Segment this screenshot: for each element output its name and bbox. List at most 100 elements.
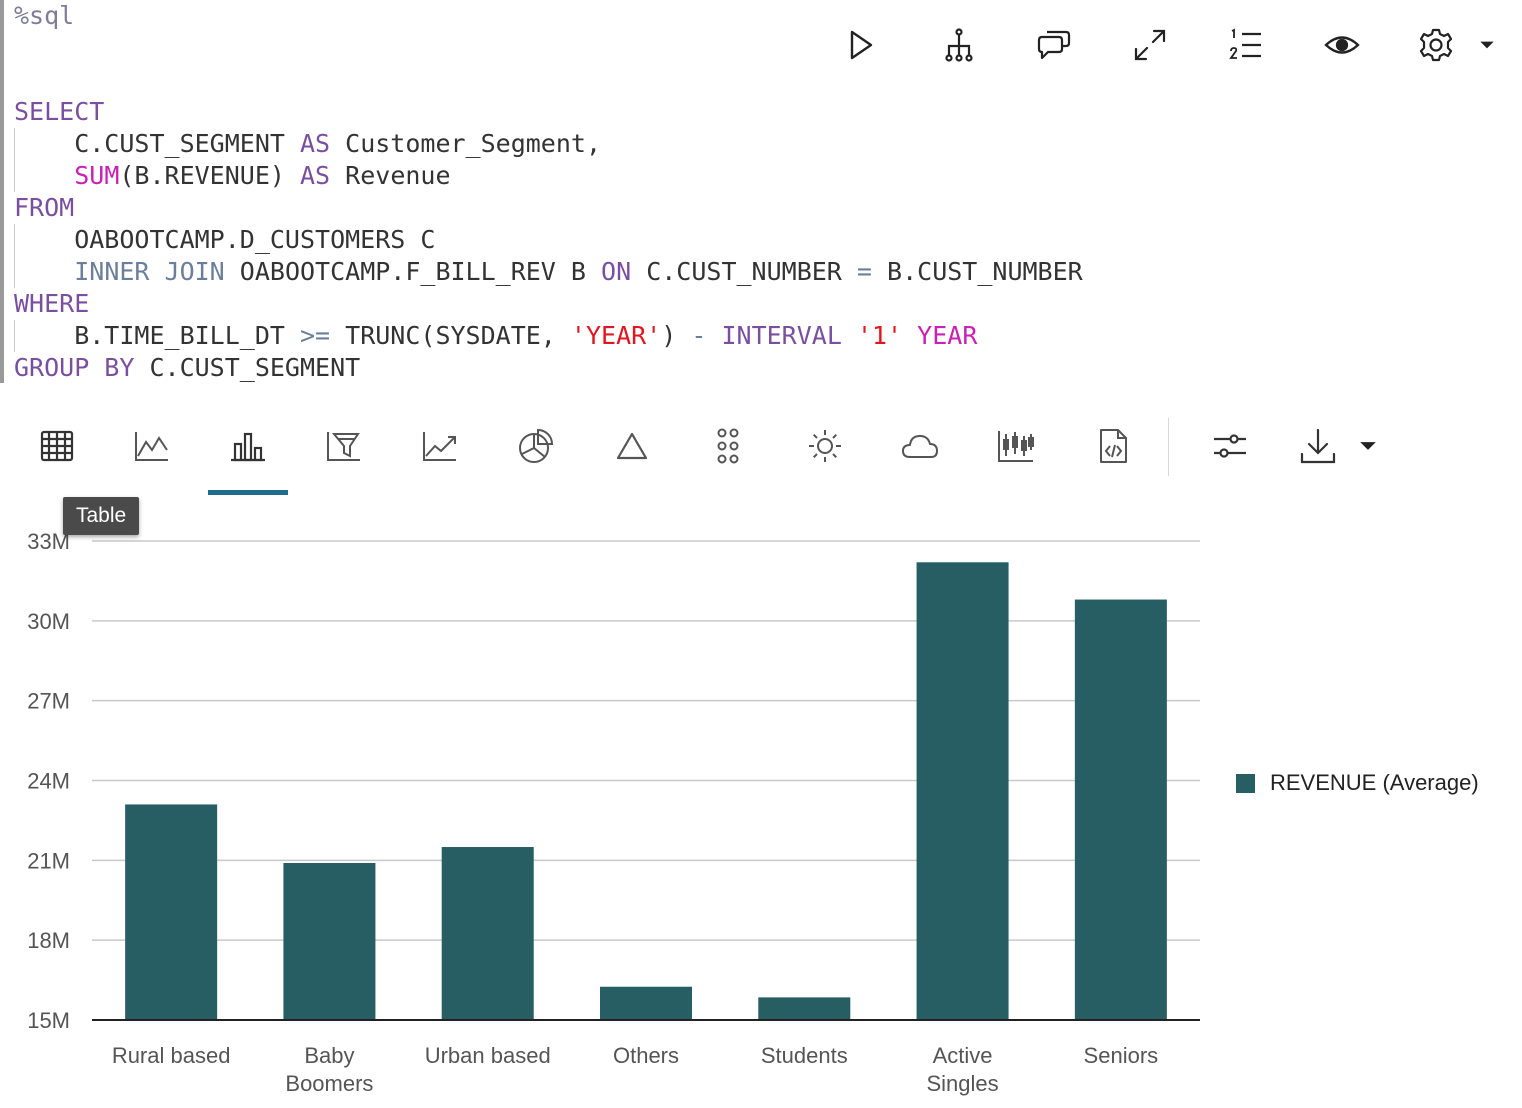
indent-guide — [14, 320, 15, 352]
x-tick-label: Baby — [304, 1043, 354, 1068]
code-line: OABOOTCAMP.D_CUSTOMERS C — [14, 224, 1083, 256]
code-token: FROM — [14, 193, 75, 222]
run-button[interactable] — [836, 20, 886, 70]
code-token: Revenue — [330, 161, 451, 190]
run-icon — [850, 30, 873, 60]
code-token: AS — [300, 161, 331, 190]
code-file-icon — [1100, 429, 1127, 463]
line-numbers-button[interactable] — [1221, 20, 1271, 70]
code-line: SELECT — [14, 96, 1083, 128]
line-chart-button[interactable] — [124, 420, 180, 472]
scatter-chart-button[interactable] — [700, 420, 756, 472]
code-line: WHERE — [14, 288, 1083, 320]
x-tick-label: Active — [933, 1043, 993, 1068]
custom-viz-button[interactable] — [1085, 420, 1141, 472]
bar[interactable] — [758, 997, 851, 1020]
code-token: YEAR — [917, 321, 978, 350]
code-token: 'YEAR' — [570, 321, 662, 350]
sql-code-editor[interactable]: %sql​​SELECT C.CUST_SEGMENT AS Customer_… — [14, 0, 1083, 384]
code-token: (B.REVENUE) — [119, 161, 300, 190]
code-token: WHERE — [14, 289, 90, 318]
code-token: SELECT — [14, 97, 105, 126]
bar[interactable] — [125, 804, 218, 1020]
stock-chart-button[interactable] — [988, 420, 1044, 472]
code-token: OABOOTCAMP.F_BILL_REV B — [224, 257, 602, 286]
code-token: %sql — [14, 1, 75, 30]
code-line: FROM — [14, 192, 1083, 224]
comments-icon — [1037, 30, 1071, 60]
bar-chart-icon — [231, 432, 265, 462]
code-token: SUM — [74, 161, 120, 190]
download-button[interactable] — [1290, 420, 1346, 472]
code-token: ) — [661, 321, 692, 350]
dropdown-caret-icon — [1360, 442, 1376, 450]
chart-settings-button[interactable] — [1202, 420, 1258, 472]
triangle-chart-button[interactable] — [604, 420, 660, 472]
cloud-chart-button[interactable] — [892, 420, 948, 472]
code-line: B.TIME_BILL_DT >= TRUNC(SYSDATE, 'YEAR')… — [14, 320, 1083, 352]
active-tab-indicator — [208, 490, 288, 495]
legend-label[interactable]: REVENUE (Average) — [1270, 770, 1479, 795]
settings-button[interactable] — [1411, 20, 1461, 70]
comments-button[interactable] — [1028, 20, 1078, 70]
chart-legend: REVENUE (Average) — [1236, 770, 1479, 796]
x-tick-label: Singles — [926, 1071, 998, 1096]
bar[interactable] — [283, 862, 376, 1020]
area-chart-button[interactable] — [412, 420, 468, 472]
code-token: '1' — [856, 321, 903, 350]
bar[interactable] — [441, 847, 534, 1020]
indent-guide — [14, 128, 15, 160]
code-token: GROUP BY — [14, 353, 135, 382]
download-dropdown-button[interactable] — [1344, 420, 1392, 472]
y-tick-label: 18M — [27, 928, 70, 953]
line-numbers-icon — [1229, 28, 1261, 59]
code-token: INNER JOIN — [74, 257, 225, 286]
sunburst-chart-button[interactable] — [797, 420, 853, 472]
dependency-button[interactable] — [934, 20, 984, 70]
x-tick-label: Students — [761, 1043, 848, 1068]
y-tick-label: 15M — [27, 1008, 70, 1033]
y-tick-label: 27M — [27, 689, 70, 714]
cloud-icon — [902, 435, 938, 458]
code-line: GROUP BY C.CUST_SEGMENT — [14, 352, 1083, 384]
code-token — [14, 257, 74, 286]
visibility-button[interactable] — [1317, 20, 1367, 70]
code-token: INTERVAL — [721, 321, 842, 350]
bar[interactable] — [1074, 599, 1167, 1020]
bar[interactable] — [916, 562, 1009, 1020]
line-chart-icon — [135, 432, 168, 461]
code-token — [706, 321, 721, 350]
code-token: B.TIME_BILL_DT — [14, 321, 300, 350]
funnel-chart-icon — [327, 432, 360, 461]
bar-chart: 15M 18M 21M 24M 27M 30M 33M Rural based Baby Boom… — [27, 529, 1200, 1096]
code-token: AS — [299, 129, 331, 158]
indent-guide — [14, 160, 15, 192]
code-token: ON — [601, 257, 632, 286]
visibility-icon — [1324, 36, 1360, 54]
x-tick-label: Others — [613, 1043, 679, 1068]
settings-dropdown-button[interactable] — [1462, 20, 1512, 70]
funnel-chart-button[interactable] — [316, 420, 372, 472]
sunburst-icon — [809, 430, 841, 462]
stock-chart-icon — [998, 431, 1034, 462]
code-token: C.CUST_SEGMENT — [14, 129, 300, 158]
code-token: - — [691, 321, 707, 350]
code-token: >= — [299, 321, 331, 350]
code-token: Customer_Segment, — [330, 129, 602, 158]
bar-chart-button[interactable] — [220, 420, 276, 472]
table-view-button[interactable] — [29, 420, 85, 472]
toolbar-separator — [1168, 418, 1169, 476]
pie-chart-button[interactable] — [508, 420, 564, 472]
bar[interactable] — [600, 986, 692, 1020]
tooltip: Table — [63, 497, 140, 535]
dropdown-caret-icon — [1480, 41, 1494, 49]
expand-button[interactable] — [1125, 20, 1175, 70]
settings-sliders-icon — [1214, 434, 1246, 458]
y-tick-label: 30M — [27, 609, 70, 634]
cell-left-bar — [0, 0, 4, 383]
code-token — [14, 161, 74, 190]
paragraph-toolbar — [0, 20, 1522, 70]
code-token: OABOOTCAMP.D_CUSTOMERS C — [14, 225, 436, 254]
code-line: INNER JOIN OABOOTCAMP.F_BILL_REV B ON C.… — [14, 256, 1083, 288]
code-token — [842, 321, 857, 350]
